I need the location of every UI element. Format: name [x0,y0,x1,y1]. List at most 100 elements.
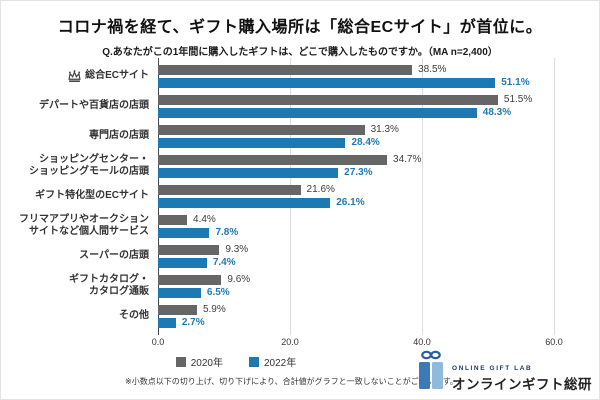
bar-value-label: 34.7% [393,154,422,165]
chart-row: ギフト特化型のECサイト 21.6% 26.1% [1,181,599,211]
logo-text: ONLINE GIFT LAB オンラインギフト総研 [452,365,592,396]
bar-2020年 [158,244,220,255]
gridline-40 [422,58,423,335]
bar-2022年 [158,167,339,178]
bar-2022年 [158,137,346,148]
bar-value-label: 48.3% [482,107,512,118]
gridline-20 [289,58,291,335]
bar-2022年 [158,317,176,328]
bar-value-label: 9.3% [225,244,249,255]
category-label: その他 [1,310,158,323]
bar-2022年 [158,77,496,88]
plot-area [158,58,555,335]
chart-row: ショッピングセンター・ ショッピングモールの店頭 34.7% 27.3% [1,151,599,181]
bar-group: 5.9% 2.7% [158,303,554,329]
bar-group: 34.7% 27.3% [158,153,554,179]
chart-row: 専門店の店頭 31.3% 28.4% [1,121,599,151]
chart-row: スーパーの店頭 9.3% 7.4% [1,241,599,271]
x-tick-label: 20.0 [281,337,299,347]
bar-value-label: 7.4% [212,257,236,268]
bar-group: 9.6% 6.5% [158,273,554,299]
bar-value-label: 27.3% [344,167,373,178]
legend-item-2022: 2022年 [249,354,296,369]
bar-2022年 [158,227,210,238]
bar-2020年 [158,154,388,165]
bar-2022年 [158,257,207,268]
bar-2020年 [158,304,197,315]
bar-2020年 [158,274,222,285]
x-tick-label: 60.0 [545,337,563,347]
footnote: ※小数点以下の切り上げ、切り下げにより、合計値がグラフと一致しないことがございま… [125,377,458,386]
bar-rows: 総合ECサイト 38.5% 51.1% デパートや百貨店の店頭 51.5% 48.3% 専門… [1,61,599,331]
legend-swatch-2020 [175,356,186,367]
legend: 2020年 2022年 [1,354,471,369]
bar-2020年 [158,214,188,225]
bar-group: 38.5% 51.1% [158,63,554,89]
category-label: ギフトカタログ・ カタログ通販 [1,274,158,299]
category-label: ショッピングセンター・ ショッピングモールの店頭 [1,154,158,179]
category-label: デパートや百貨店の店頭 [1,100,158,113]
bar-value-label: 9.6% [227,274,251,285]
category-label-text: ギフト特化型のECサイト [35,189,149,201]
category-label-text: ショッピングセンター・ ショッピングモールの店頭 [29,153,149,178]
category-label: ギフト特化型のECサイト [1,190,158,203]
logo-line1: ONLINE GIFT LAB [452,365,533,372]
category-label: 総合ECサイト [1,69,158,83]
legend-label-2022: 2022年 [264,358,297,369]
category-label-text: フリマアプリやオークション サイトなど個人間サービス [19,213,149,238]
gridline-60 [554,58,555,335]
gift-box-icon [416,349,446,396]
chart-row: フリマアプリやオークション サイトなど個人間サービス 4.4% 7.8% [1,211,599,241]
bar-group: 31.3% 28.4% [158,123,554,149]
bar-group: 51.5% 48.3% [158,93,554,119]
logo-line2: オンラインギフト総研 [452,377,592,392]
y-axis-line [158,58,159,335]
bar-2022年 [158,107,477,118]
bar-2022年 [158,287,201,298]
chart-row: その他 5.9% 2.7% [1,301,599,331]
bar-2020年 [158,184,301,195]
chart-row: 総合ECサイト 38.5% 51.1% [1,61,599,91]
category-label-text: 専門店の店頭 [89,129,149,141]
crown-icon [67,69,82,83]
x-tick-label: 0.0 [151,337,165,347]
category-label: 専門店の店頭 [1,130,158,143]
category-label: フリマアプリやオークション サイトなど個人間サービス [1,214,158,239]
bar-value-label: 38.5% [418,64,447,75]
category-label-text: ギフトカタログ・ カタログ通販 [69,273,149,298]
bar-2020年 [158,124,365,135]
bar-value-label: 31.3% [370,124,399,135]
bar-value-label: 51.1% [501,77,530,88]
bar-group: 4.4% 7.8% [158,213,554,239]
legend-swatch-2022 [249,356,259,367]
category-label-text: デパートや百貨店の店頭 [39,99,149,111]
bar-value-label: 4.4% [193,214,216,225]
bar-value-label: 6.5% [206,287,230,298]
bar-2020年 [158,64,413,75]
bar-value-label: 7.8% [215,227,239,238]
x-tick-label: 40.0 [413,337,431,347]
chart-row: ギフトカタログ・ カタログ通販 9.6% 6.5% [1,271,599,301]
bar-group: 9.3% 7.4% [158,243,554,269]
chart-row: デパートや百貨店の店頭 51.5% 48.3% [1,91,599,121]
page-title: コロナ禍を経て、ギフト購入場所は「総合ECサイト」が首位に。 [57,19,543,36]
category-label-text: その他 [119,309,149,321]
category-label-text: 総合ECサイト [85,69,149,81]
bar-value-label: 5.9% [202,304,226,315]
category-label-text: スーパーの店頭 [79,249,149,261]
bar-2022年 [158,197,331,208]
brand-logo: ONLINE GIFT LAB オンラインギフト総研 [416,349,592,396]
survey-question: Q.あなたがこの1年間に購入したギフトは、どこで購入したものですか。（MA n=… [102,47,498,58]
category-label: スーパーの店頭 [1,250,158,263]
bar-value-label: 28.4% [351,137,380,148]
bar-value-label: 51.5% [503,94,533,105]
legend-label-2020: 2020年 [190,358,223,369]
bar-2020年 [158,94,498,105]
legend-item-2020: 2020年 [175,354,223,369]
bar-value-label: 26.1% [336,197,365,208]
bar-value-label: 2.7% [181,317,205,328]
bar-group: 21.6% 26.1% [158,183,554,209]
x-axis: 0.0 20.0 40.0 60.0 [152,337,563,349]
bar-value-label: 21.6% [306,184,335,195]
